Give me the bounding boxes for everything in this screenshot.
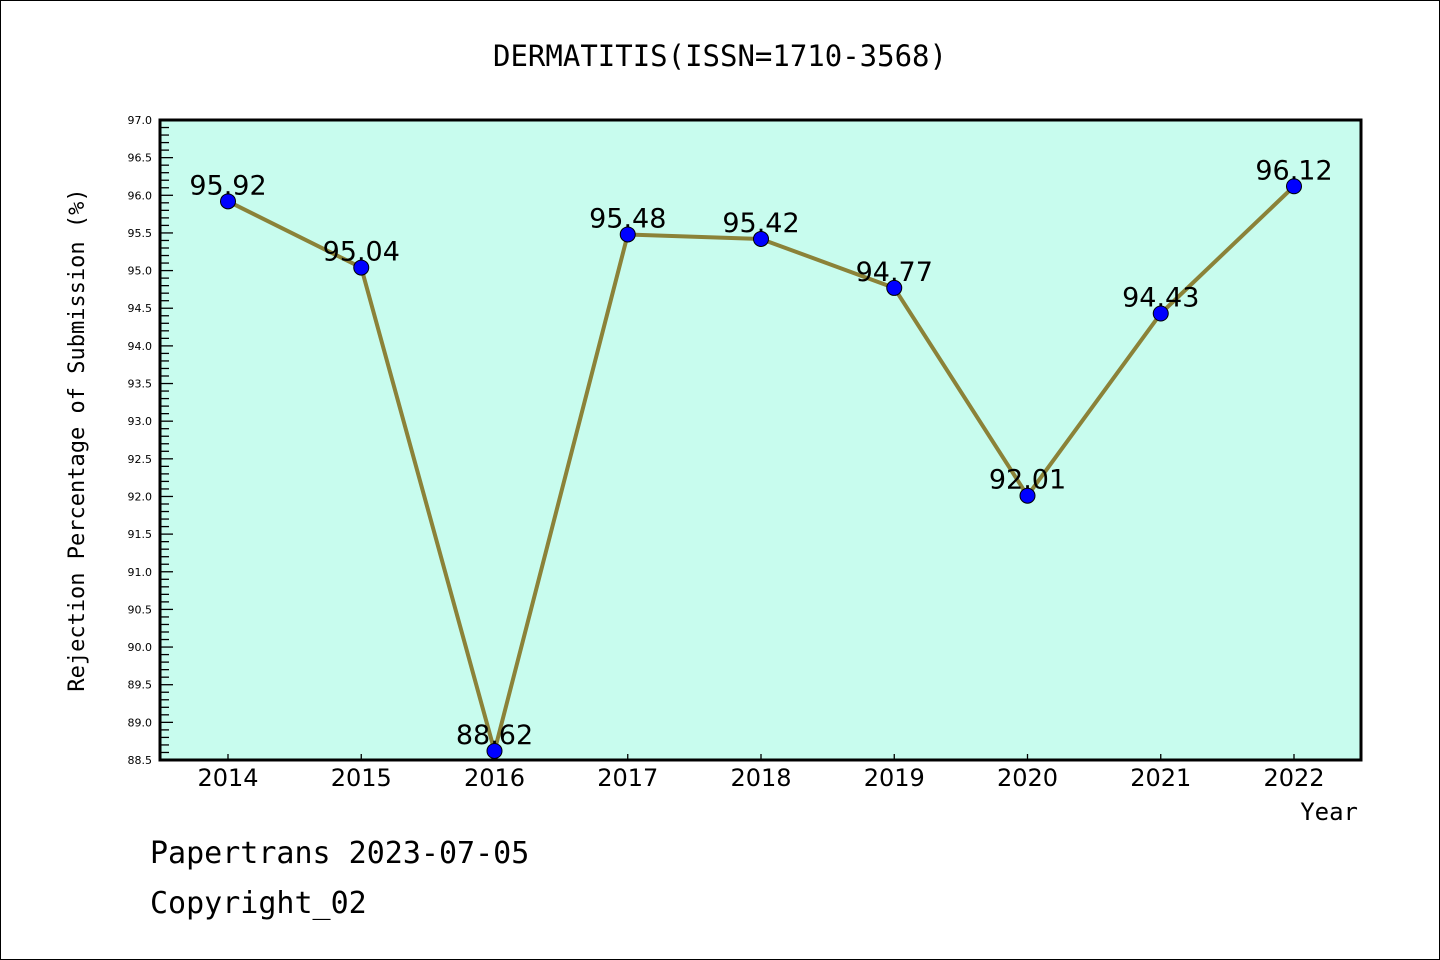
data-label: 95.42 xyxy=(722,208,799,239)
y-tick-label: 90.5 xyxy=(128,603,153,616)
data-label: 88.62 xyxy=(456,720,533,751)
data-point xyxy=(353,259,370,276)
y-tick-label: 95.5 xyxy=(128,227,153,240)
x-tick-label: 2018 xyxy=(730,764,791,792)
plot-border xyxy=(158,118,1363,762)
x-tick-label: 2020 xyxy=(997,764,1058,792)
data-label: 95.04 xyxy=(323,237,400,268)
y-tick-label: 94.5 xyxy=(128,302,153,315)
x-tick-label: 2019 xyxy=(864,764,925,792)
data-label: 94.77 xyxy=(856,257,933,288)
y-tick-label: 93.5 xyxy=(128,378,153,391)
data-label: 96.12 xyxy=(1255,155,1332,186)
x-tick-label: 2021 xyxy=(1130,764,1191,792)
data-point xyxy=(753,230,769,247)
y-tick-label: 94.0 xyxy=(128,340,153,353)
y-tick-label: 89.5 xyxy=(128,679,153,692)
chart-title: DERMATITIS(ISSN=1710-3568) xyxy=(493,39,947,73)
y-tick-label: 89.0 xyxy=(128,716,153,729)
data-label: 94.43 xyxy=(1122,283,1199,314)
y-tick-label: 96.5 xyxy=(128,152,153,165)
data-point xyxy=(486,742,503,759)
data-point xyxy=(1152,305,1169,322)
y-tick-label: 96.0 xyxy=(128,189,153,202)
x-tick-label: 2014 xyxy=(197,764,258,792)
data-point xyxy=(220,193,236,210)
x-tick-label: 2022 xyxy=(1263,764,1324,792)
data-label: 92.01 xyxy=(989,465,1066,496)
y-tick-label: 91.0 xyxy=(128,566,153,579)
y-tick-label: 92.5 xyxy=(128,453,153,466)
data-point xyxy=(619,226,636,243)
y-axis-label: Rejection Percentage of Submission (%) xyxy=(65,188,90,691)
data-point xyxy=(1019,487,1036,504)
y-tick-label: 95.0 xyxy=(128,265,153,278)
y-tick-label: 88.5 xyxy=(128,754,153,767)
data-label: 95.92 xyxy=(189,170,266,201)
y-tick-label: 97.0 xyxy=(128,114,153,127)
y-tick-label: 93.0 xyxy=(128,415,153,428)
y-tick-label: 92.0 xyxy=(128,490,153,503)
footer-copyright: Copyright_02 xyxy=(150,886,367,921)
x-axis-label: Year xyxy=(1300,798,1358,826)
x-tick-label: 2017 xyxy=(597,764,658,792)
plot-background xyxy=(160,120,1361,760)
x-tick-label: 2016 xyxy=(464,764,525,792)
y-tick-label: 90.0 xyxy=(128,641,153,654)
data-label: 95.48 xyxy=(589,203,666,234)
y-tick-label: 91.5 xyxy=(128,528,153,541)
x-tick-label: 2015 xyxy=(331,764,392,792)
data-point xyxy=(1286,178,1302,195)
footer-date: Papertrans 2023-07-05 xyxy=(150,836,530,871)
data-point xyxy=(886,279,903,296)
